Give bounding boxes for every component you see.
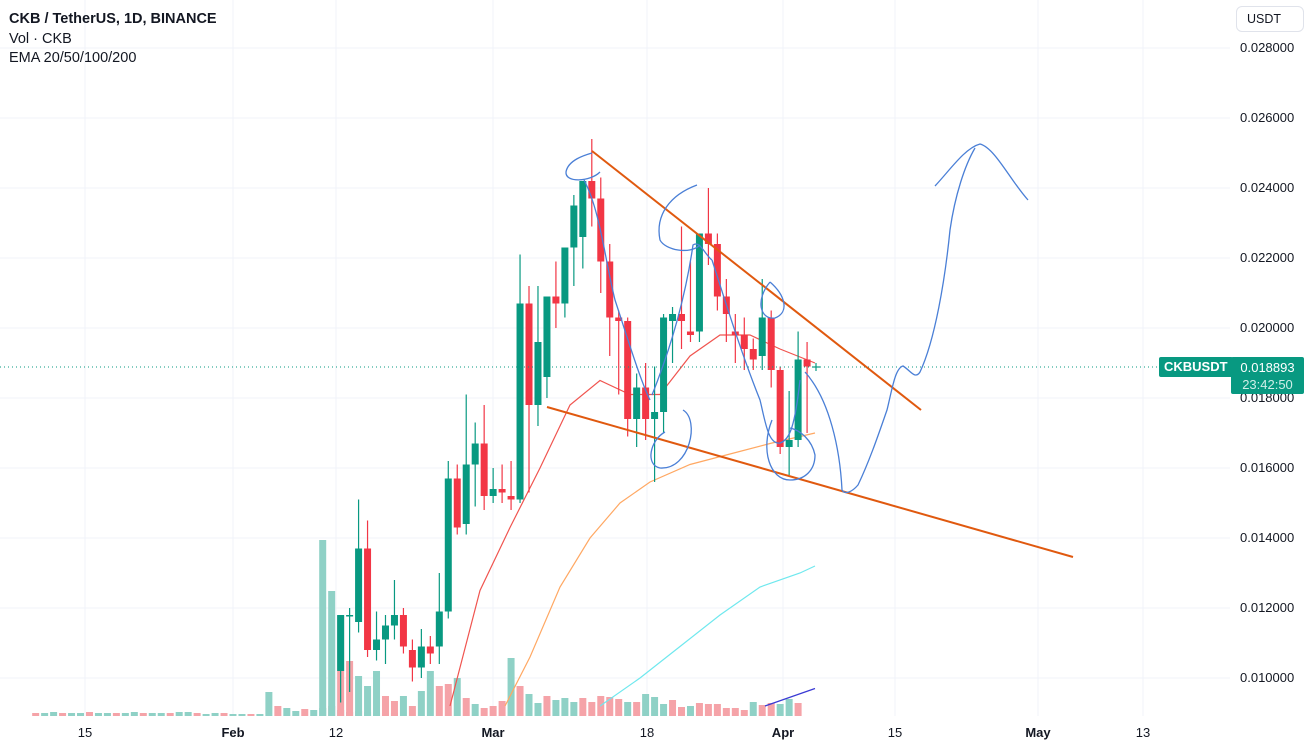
price-tick-label: 0.010000 (1240, 670, 1295, 685)
price-tick-label: 0.028000 (1240, 40, 1295, 55)
circle-bottom-annotation (766, 419, 816, 481)
time-tick-label: 12 (328, 725, 344, 740)
price-tick-label: 0.012000 (1240, 600, 1295, 615)
ema-lines (449, 334, 816, 707)
price-tick-label: 0.020000 (1240, 320, 1295, 335)
last-price-value: 0.018893 (1240, 360, 1295, 375)
last-price-label: 0.018893 23:42:50 (1231, 357, 1304, 394)
freehand-drawings[interactable] (565, 143, 1029, 494)
time-tick-label: 18 (639, 725, 655, 740)
candlesticks (337, 139, 820, 703)
ema-indicator-label[interactable]: EMA 20/50/100/200 (9, 50, 137, 66)
time-tick-label: Feb (221, 725, 245, 740)
circle-mid-annotation (658, 184, 701, 252)
time-tick-label: 15 (77, 725, 93, 740)
currency-unit-button[interactable]: USDT (1236, 6, 1304, 32)
projection-path (804, 147, 976, 494)
volume-indicator-label[interactable]: Vol · CKB (9, 30, 72, 47)
circle-right-annotation (760, 281, 785, 319)
price-tick-label: 0.024000 (1240, 180, 1295, 195)
arrow-head (934, 143, 1029, 201)
price-tick-label: 0.022000 (1240, 250, 1295, 265)
resistance-trendline[interactable] (591, 150, 922, 411)
symbol-price-tag: CKBUSDT (1159, 357, 1233, 377)
wave-down-2 (711, 259, 801, 444)
time-tick-label: 15 (887, 725, 903, 740)
time-tick-label: 13 (1135, 725, 1151, 740)
wave-down-1 (583, 179, 651, 401)
price-tick-label: 0.016000 (1240, 460, 1295, 475)
circle-low-annotation (650, 409, 692, 469)
time-tick-label: Apr (771, 725, 795, 740)
grid-lines (0, 0, 1230, 716)
time-tick-label: Mar (481, 725, 505, 740)
volume-bars (32, 540, 802, 716)
symbol-title[interactable]: CKB / TetherUS, 1D, BINANCE (9, 11, 217, 27)
price-tick-label: 0.014000 (1240, 530, 1295, 545)
time-tick-label: May (1025, 725, 1051, 740)
price-tick-label: 0.026000 (1240, 110, 1295, 125)
wave-up-1 (651, 243, 713, 396)
chart-legend: CKB / TetherUS, 1D, BINANCE Vol · CKB EM… (9, 10, 217, 69)
circle-top-annotation (565, 152, 601, 181)
support-trendline[interactable] (546, 406, 1074, 558)
bar-countdown: 23:42:50 (1242, 377, 1293, 392)
trendline-drawings[interactable] (546, 150, 1074, 558)
